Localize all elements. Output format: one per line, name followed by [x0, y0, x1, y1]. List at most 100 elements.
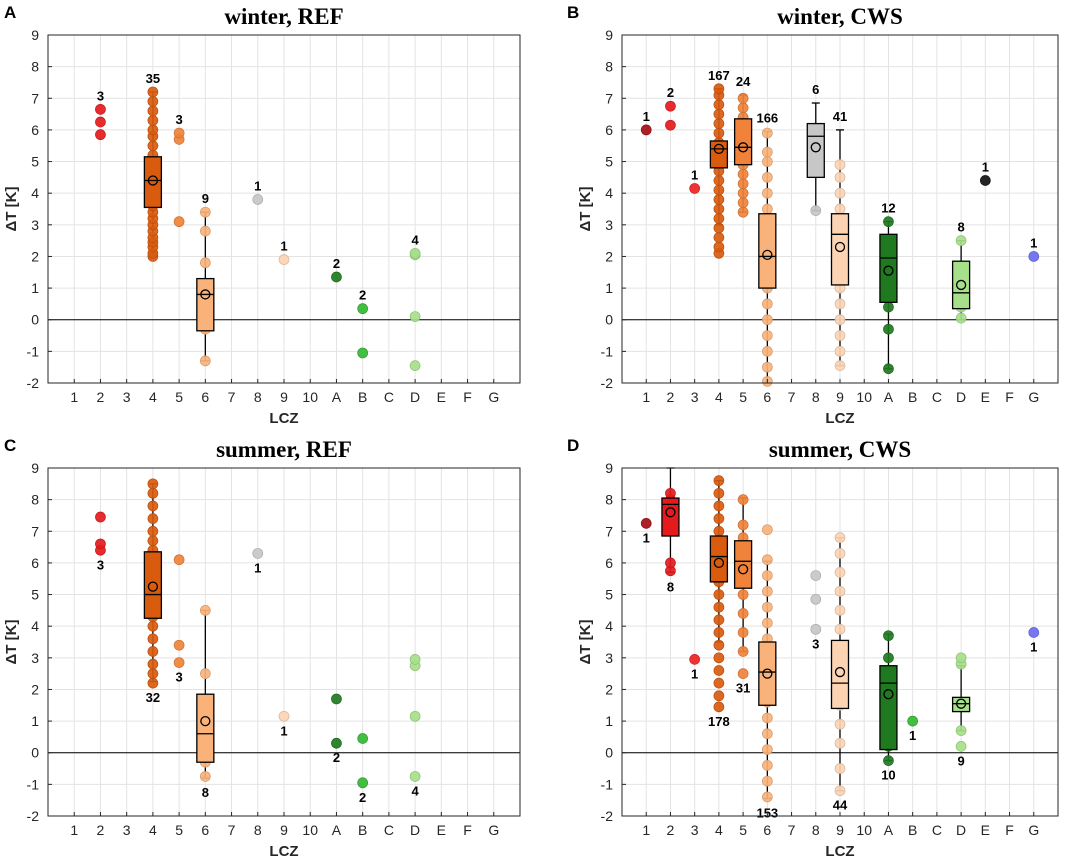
x-tick-label: G [488, 822, 499, 838]
data-point [713, 213, 725, 224]
group-lcz-6: 153 [756, 524, 778, 821]
count-label: 167 [708, 68, 730, 83]
data-point [955, 652, 967, 664]
data-point [665, 119, 676, 131]
count-label: 3 [97, 557, 104, 572]
data-point [761, 775, 773, 787]
data-point [834, 298, 846, 310]
data-point [810, 623, 822, 635]
data-point [713, 241, 725, 253]
count-label: 1 [982, 160, 989, 175]
x-tick-label: E [981, 822, 990, 838]
x-tick-label: C [932, 389, 942, 405]
y-axis-label: ΔT [K] [3, 187, 20, 232]
data-point [1028, 251, 1040, 262]
x-tick-label: G [1028, 389, 1039, 405]
count-label: 1 [254, 560, 261, 575]
data-point [955, 312, 967, 324]
mean-marker [147, 175, 159, 186]
count-label: 41 [833, 109, 847, 124]
x-tick-label: G [1028, 822, 1039, 838]
group-lcz-9: 1 [278, 239, 290, 265]
panel-letter: C [4, 436, 16, 455]
x-tick-label: 4 [715, 822, 723, 838]
box [143, 551, 163, 619]
y-tick-label: -1 [27, 343, 40, 359]
y-tick-label: 6 [605, 555, 613, 571]
x-tick-label: 1 [642, 822, 650, 838]
x-tick-label: F [1005, 822, 1014, 838]
x-tick-label: E [981, 389, 990, 405]
data-point [173, 657, 185, 668]
x-tick-label: 1 [642, 389, 650, 405]
data-point [713, 690, 725, 702]
data-point [278, 710, 290, 722]
y-tick-label: 7 [31, 90, 39, 106]
y-tick-label: 3 [31, 650, 39, 666]
y-tick-label: 7 [605, 523, 613, 539]
x-tick-label: 10 [856, 822, 872, 838]
data-point [761, 361, 773, 373]
data-point [713, 500, 725, 512]
mean-marker [834, 666, 846, 678]
data-point [689, 654, 701, 665]
box [806, 122, 825, 179]
data-point [834, 623, 846, 635]
x-tick-label: 3 [691, 822, 699, 838]
data-point [713, 677, 725, 689]
group-lcz-D: 4 [409, 232, 421, 371]
panel-title: summer, REF [216, 437, 352, 462]
data-point [95, 103, 106, 115]
y-tick-label: 9 [605, 460, 613, 476]
group-lcz-8: 1 [252, 548, 264, 575]
box [758, 641, 777, 706]
data-point [834, 718, 846, 730]
data-point [665, 487, 676, 499]
panel-title: winter, REF [224, 4, 343, 29]
y-tick-label: 5 [31, 587, 39, 603]
data-point [199, 771, 211, 782]
data-point [761, 570, 773, 581]
y-tick-label: 3 [31, 217, 39, 233]
data-point [199, 206, 211, 218]
count-label: 12 [881, 201, 895, 216]
box [733, 118, 753, 166]
group-lcz-D: 4 [409, 654, 421, 798]
count-label: 2 [359, 288, 366, 303]
data-point [713, 232, 725, 243]
x-tick-label: 8 [812, 822, 820, 838]
count-label: 3 [175, 112, 182, 127]
mean-marker [955, 698, 967, 709]
y-tick-label: 2 [605, 681, 613, 697]
data-point [252, 548, 264, 559]
count-label: 1 [1030, 235, 1037, 250]
data-point [713, 475, 725, 487]
data-point [737, 589, 749, 600]
mean-marker [810, 142, 821, 153]
y-tick-label: 1 [605, 280, 613, 296]
x-tick-label: D [410, 389, 420, 405]
data-point [737, 92, 749, 104]
group-lcz-2: 2 [665, 85, 676, 131]
data-point [955, 725, 967, 736]
group-lcz-2: 8 [661, 467, 680, 594]
count-label: 3 [97, 88, 104, 103]
data-point [761, 314, 773, 326]
y-tick-label: 7 [605, 90, 613, 106]
x-tick-label: 3 [123, 822, 131, 838]
x-axis-label: LCZ [269, 410, 298, 427]
data-point [761, 187, 773, 199]
y-tick-label: 5 [605, 587, 613, 603]
box [879, 233, 898, 303]
data-point [409, 360, 421, 371]
x-tick-label: 9 [836, 822, 844, 838]
group-lcz-D: 8 [951, 220, 971, 324]
mean-marker [834, 241, 846, 253]
y-tick-label: 8 [605, 492, 613, 508]
x-tick-label: B [358, 822, 367, 838]
x-tick-label: 4 [149, 389, 157, 405]
mean-marker [762, 668, 773, 679]
